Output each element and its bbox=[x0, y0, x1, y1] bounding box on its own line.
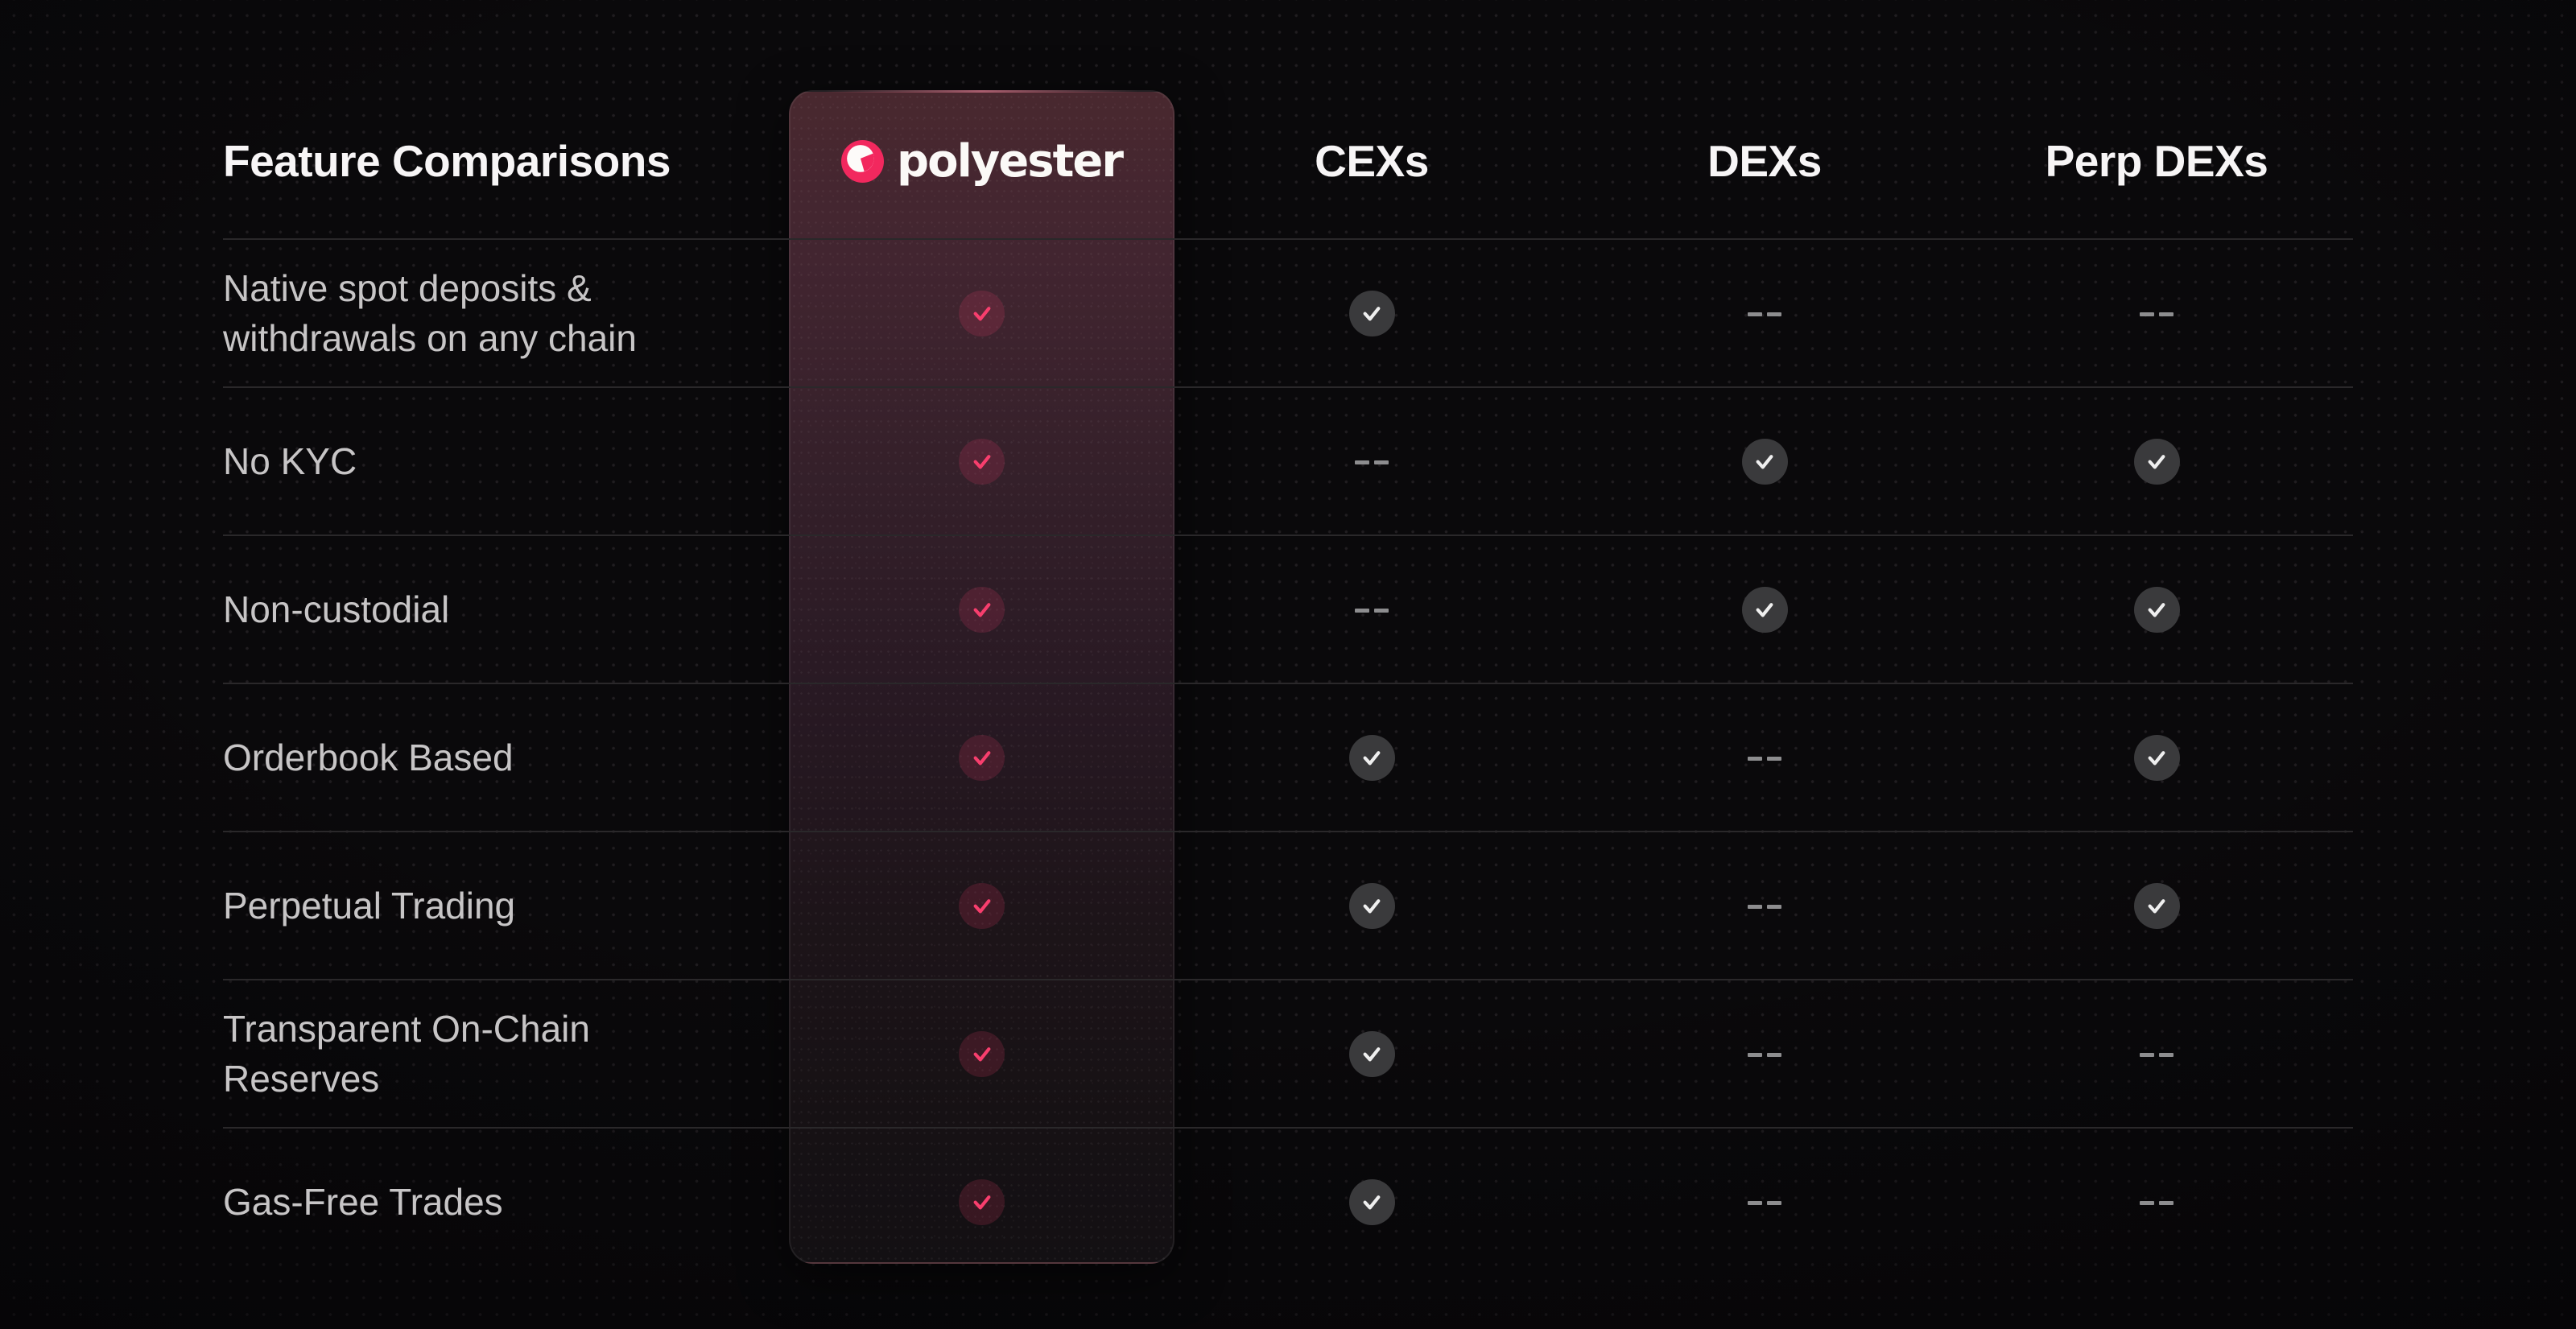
cell-polyester bbox=[959, 290, 1005, 336]
cell-polyester bbox=[959, 586, 1005, 633]
cell-dexs bbox=[1748, 1195, 1781, 1209]
dash-icon bbox=[1355, 460, 1389, 464]
cell-perp_dexs bbox=[2133, 734, 2180, 781]
cell-perp_dexs bbox=[2140, 1046, 2174, 1061]
check-icon-gray bbox=[2133, 734, 2180, 781]
dash-icon bbox=[1355, 608, 1389, 613]
dash-icon bbox=[1748, 756, 1781, 761]
check-icon-pink bbox=[959, 1030, 1005, 1077]
cell-perp_dexs bbox=[2133, 586, 2180, 633]
dash-icon bbox=[2140, 1052, 2174, 1057]
cell-perp_dexs bbox=[2140, 306, 2174, 320]
check-icon-gray bbox=[2133, 438, 2180, 485]
check-icon-gray bbox=[1741, 586, 1788, 633]
check-icon-gray bbox=[1348, 734, 1395, 781]
feature-label: Native spot deposits & withdrawals on an… bbox=[223, 267, 637, 359]
table-row: Native spot deposits & withdrawals on an… bbox=[223, 238, 2353, 386]
dash-icon bbox=[2140, 312, 2174, 316]
check-icon-gray bbox=[1348, 1030, 1395, 1077]
feature-label: No KYC bbox=[223, 440, 357, 482]
table-row: Perpetual Trading bbox=[223, 831, 2353, 979]
dash-icon bbox=[1748, 904, 1781, 909]
cell-perp_dexs bbox=[2133, 438, 2180, 485]
cell-polyester bbox=[959, 1030, 1005, 1077]
feature-label: Gas-Free Trades bbox=[223, 1181, 503, 1223]
cell-dexs bbox=[1748, 750, 1781, 765]
check-icon-gray bbox=[1348, 1178, 1395, 1225]
feature-label: Non-custodial bbox=[223, 588, 450, 630]
column-header-cexs: CEXs bbox=[1315, 136, 1429, 186]
cell-dexs bbox=[1741, 586, 1788, 633]
feature-comparison-table: Feature Comparisons polyester CEXs DEXs … bbox=[223, 0, 2353, 1275]
column-header-dexs: DEXs bbox=[1707, 136, 1822, 186]
feature-label: Transparent On-Chain Reserves bbox=[223, 1008, 590, 1100]
cell-cexs bbox=[1348, 882, 1395, 929]
check-icon-pink bbox=[959, 586, 1005, 633]
table-row: Orderbook Based bbox=[223, 683, 2353, 831]
polyester-wordmark: polyester bbox=[897, 134, 1124, 188]
table-header-row: Feature Comparisons polyester CEXs DEXs … bbox=[223, 0, 2353, 238]
check-icon-gray bbox=[1348, 882, 1395, 929]
cell-perp_dexs bbox=[2133, 882, 2180, 929]
cell-dexs bbox=[1748, 306, 1781, 320]
cell-cexs bbox=[1348, 1030, 1395, 1077]
table-row: Gas-Free Trades bbox=[223, 1127, 2353, 1275]
check-icon-pink bbox=[959, 438, 1005, 485]
polyester-logo-icon bbox=[841, 139, 885, 183]
cell-polyester bbox=[959, 438, 1005, 485]
cell-cexs bbox=[1348, 734, 1395, 781]
table-row: No KYC bbox=[223, 386, 2353, 534]
column-header-polyester: polyester bbox=[789, 135, 1174, 188]
cell-cexs bbox=[1355, 602, 1389, 617]
dash-icon bbox=[1748, 1200, 1781, 1205]
cell-polyester bbox=[959, 1178, 1005, 1225]
check-icon-pink bbox=[959, 882, 1005, 929]
cell-cexs bbox=[1348, 290, 1395, 336]
check-icon-pink bbox=[959, 734, 1005, 781]
check-icon-gray bbox=[2133, 586, 2180, 633]
dash-icon bbox=[1748, 1052, 1781, 1057]
table-row: Transparent On-Chain Reserves bbox=[223, 979, 2353, 1127]
table-row: Non-custodial bbox=[223, 534, 2353, 683]
check-icon-gray bbox=[2133, 882, 2180, 929]
dash-icon bbox=[1748, 312, 1781, 316]
cell-cexs bbox=[1355, 454, 1389, 468]
polyester-highlight-card bbox=[789, 90, 1174, 1264]
dash-icon bbox=[2140, 1200, 2174, 1205]
table-body: Native spot deposits & withdrawals on an… bbox=[223, 238, 2353, 1275]
check-icon-pink bbox=[959, 1178, 1005, 1225]
cell-dexs bbox=[1741, 438, 1788, 485]
cell-perp_dexs bbox=[2140, 1195, 2174, 1209]
cell-dexs bbox=[1748, 1046, 1781, 1061]
cell-cexs bbox=[1348, 1178, 1395, 1225]
check-icon-pink bbox=[959, 290, 1005, 336]
cell-polyester bbox=[959, 882, 1005, 929]
feature-label: Orderbook Based bbox=[223, 737, 514, 778]
check-icon-gray bbox=[1741, 438, 1788, 485]
column-header-perp-dexs: Perp DEXs bbox=[2045, 136, 2268, 186]
table-title: Feature Comparisons bbox=[223, 136, 671, 186]
cell-polyester bbox=[959, 734, 1005, 781]
check-icon-gray bbox=[1348, 290, 1395, 336]
cell-dexs bbox=[1748, 898, 1781, 913]
feature-label: Perpetual Trading bbox=[223, 885, 516, 927]
